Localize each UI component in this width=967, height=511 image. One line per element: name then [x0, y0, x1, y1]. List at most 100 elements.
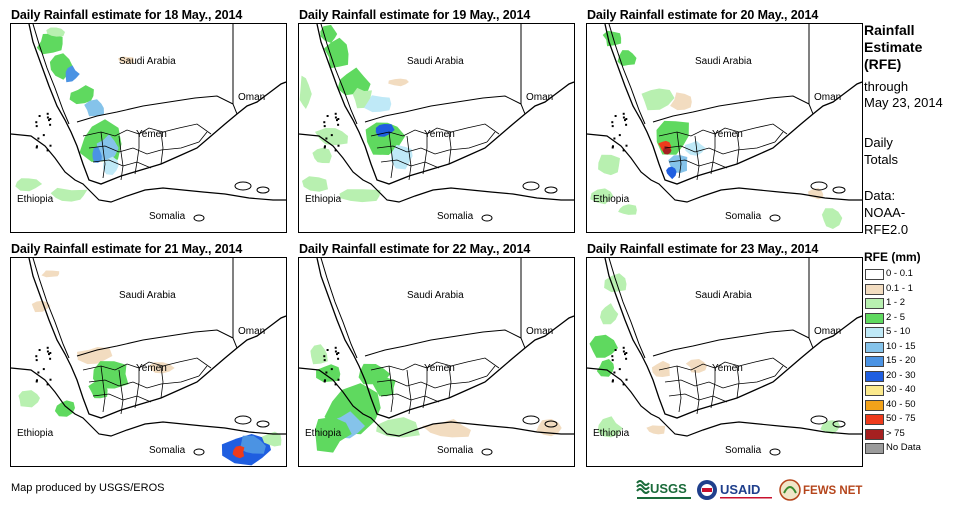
rainfall-shading — [18, 270, 282, 466]
district-boundary — [160, 365, 164, 399]
rainfall-area — [232, 445, 245, 459]
legend-item: 0 - 0.1 — [865, 268, 961, 280]
island — [35, 121, 38, 124]
legend-swatch — [865, 298, 884, 309]
island — [35, 380, 38, 383]
island — [334, 383, 337, 386]
rainfall-area — [324, 37, 349, 69]
boundary-line — [299, 133, 574, 203]
rainfall-area — [92, 146, 102, 163]
district-boundary — [388, 365, 394, 413]
island — [337, 378, 340, 381]
island — [49, 352, 52, 354]
rainfall-shading — [310, 344, 562, 453]
island — [256, 186, 270, 194]
island — [625, 118, 628, 120]
rainfall-area — [589, 334, 618, 358]
island — [334, 116, 337, 119]
island — [334, 350, 337, 353]
rainfall-area — [46, 27, 65, 37]
rainfall-area — [641, 88, 675, 111]
boundary-line — [316, 24, 574, 185]
island — [337, 123, 340, 126]
boundary-line — [587, 367, 862, 437]
island — [323, 359, 326, 362]
boundary-line — [587, 133, 862, 203]
district-boundary — [664, 145, 738, 155]
island — [622, 116, 625, 119]
country-label-oman: Oman — [526, 326, 554, 337]
rainfall-area — [261, 431, 282, 447]
country-label-oman: Oman — [238, 326, 266, 337]
rainfall-area — [600, 303, 619, 325]
district-boundary — [736, 131, 740, 165]
map-panel-21-may: Daily Rainfall estimate for 21 May., 201… — [10, 242, 287, 467]
district-boundary — [448, 141, 488, 151]
legend-title: RFE (mm) — [864, 250, 921, 264]
district-boundary — [736, 375, 776, 385]
rainfall-area — [364, 95, 392, 113]
panel-title: Daily Rainfall estimate for 22 May., 201… — [299, 242, 531, 256]
legend-item: 20 - 30 — [865, 369, 961, 382]
boundary-line — [808, 258, 814, 349]
rainfall-area — [339, 189, 381, 203]
panel-title: Daily Rainfall estimate for 21 May., 201… — [11, 242, 243, 256]
island — [336, 119, 338, 122]
island — [330, 368, 333, 371]
fews-net-logo-text: FEWS NET — [803, 485, 862, 497]
legend-swatch — [865, 269, 884, 280]
legend-swatch — [865, 356, 884, 367]
rainfall-area — [422, 419, 471, 438]
district-boundary — [376, 145, 450, 155]
data-source-text: Data: NOAA- RFE2.0 — [864, 188, 909, 237]
district-boundary — [450, 357, 500, 369]
island — [611, 146, 614, 149]
rainfall-area — [646, 425, 666, 435]
country-label-ethiopia: Ethiopia — [17, 194, 54, 205]
rainfall-area — [320, 24, 338, 43]
legend-item: > 75 — [865, 427, 961, 440]
island — [625, 123, 628, 126]
map-panel-22-may: Daily Rainfall estimate for 22 May., 201… — [298, 242, 575, 467]
district-boundary — [198, 131, 208, 143]
rainfall-area — [88, 380, 108, 399]
boundary-line — [11, 133, 286, 203]
island — [46, 116, 49, 119]
country-label-somalia: Somalia — [437, 445, 474, 456]
district-boundary — [198, 365, 208, 377]
district-boundary — [162, 123, 212, 135]
island — [337, 144, 340, 147]
legend-label: 20 - 30 — [886, 369, 916, 381]
legend-label: 2 - 5 — [886, 311, 906, 323]
legend-main-title: Rainfall Estimate (RFE) — [864, 22, 923, 72]
district-boundary — [406, 369, 412, 415]
district-boundary — [160, 141, 200, 151]
island — [624, 353, 626, 356]
rainfall-area — [685, 359, 707, 373]
district-boundary — [774, 365, 784, 377]
country-label-somalia: Somalia — [149, 211, 186, 222]
rainfall-area — [41, 270, 60, 278]
island — [48, 119, 50, 122]
island — [622, 112, 625, 115]
island — [337, 357, 340, 360]
country-label-oman: Oman — [814, 92, 842, 103]
island — [614, 349, 617, 351]
rainfall-area — [54, 400, 75, 417]
rainfall-area — [618, 204, 637, 215]
boundary-line — [11, 367, 286, 437]
legend-swatch — [865, 283, 884, 295]
rainfall-area — [36, 33, 63, 55]
legend-item: 1 - 2 — [865, 297, 961, 309]
legend-label: > 75 — [886, 427, 905, 439]
rainfall-area — [315, 416, 352, 453]
island — [618, 134, 621, 137]
district-boundary — [88, 145, 162, 155]
country-label-ethiopia: Ethiopia — [305, 428, 342, 439]
island — [35, 146, 38, 149]
rainfall-area — [77, 347, 113, 365]
boundary-line — [608, 258, 646, 359]
island — [325, 137, 328, 140]
rainfall-area — [821, 208, 843, 229]
island — [832, 186, 846, 194]
